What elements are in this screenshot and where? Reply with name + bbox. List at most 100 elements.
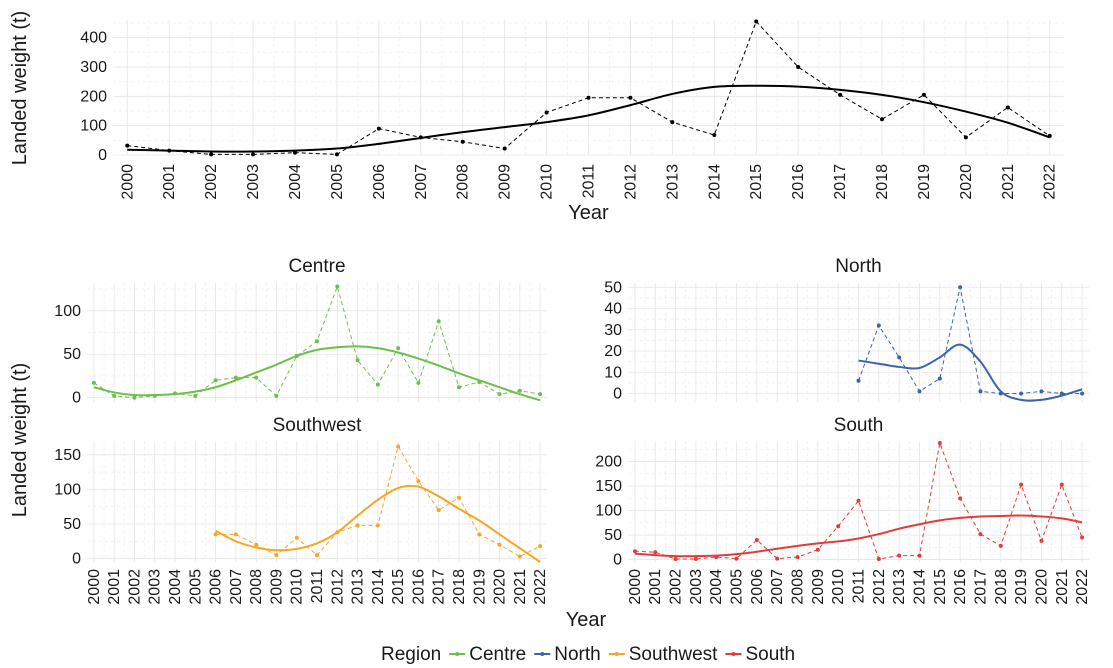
- x-tick-label: 2007: [413, 164, 430, 200]
- y-tick-label: 30: [604, 322, 622, 339]
- data-point: [274, 553, 279, 558]
- series-total-observed: [125, 19, 1052, 157]
- data-point: [91, 380, 96, 385]
- data-point: [497, 392, 502, 397]
- gridlines: [113, 20, 1064, 156]
- smoothed-line: [634, 514, 1083, 558]
- data-point: [856, 498, 861, 503]
- y-tick-label: 40: [604, 301, 622, 318]
- legend: Region Centre North Southwest South: [381, 644, 795, 665]
- data-point: [897, 553, 902, 558]
- data-point: [375, 382, 380, 387]
- legend-item-southwest: Southwest: [608, 644, 718, 665]
- data-point: [1005, 105, 1010, 110]
- chart-panel-1: 0 100 200 300 400 2000 2001 2002 2003 2004 2005 200…: [80, 19, 1064, 224]
- x-tick-label: 2003: [688, 569, 705, 605]
- y-tick-label: 100: [80, 118, 107, 135]
- data-point: [1039, 538, 1044, 543]
- x-tick-label: 2011: [309, 569, 326, 604]
- data-point: [1019, 391, 1024, 396]
- panel-title: North: [835, 256, 881, 277]
- chart-panel-5: 0 50 100 150 200 2000 2001 2002 2003 2004 2005 2006…: [566, 415, 1091, 631]
- data-point: [396, 346, 401, 351]
- data-point: [838, 92, 843, 97]
- x-axis-title: Year: [566, 609, 607, 631]
- data-point: [754, 19, 759, 24]
- y-tick-label: 10: [604, 364, 622, 381]
- x-tick-label: 2006: [749, 569, 766, 605]
- x-tick-label: 2000: [627, 569, 644, 605]
- x-tick-label: 2015: [748, 164, 765, 200]
- series-south-observed: [632, 440, 1085, 562]
- x-tick-label: 2007: [228, 569, 245, 605]
- legend-key-point: [731, 652, 736, 656]
- x-tick-label: 2004: [167, 569, 184, 605]
- legend-item-north: North: [534, 644, 601, 665]
- x-tick-label: 2009: [810, 569, 827, 605]
- data-point: [775, 556, 780, 561]
- data-point: [544, 110, 549, 115]
- gridlines: [628, 283, 1089, 402]
- legend-key-point: [614, 652, 619, 656]
- x-tick-label: 2018: [874, 164, 891, 200]
- y-tick-label: 20: [604, 343, 622, 360]
- data-point: [958, 496, 963, 501]
- chart-panel-3: 0 10 20 30 40 50 North: [604, 256, 1089, 403]
- x-tick-label: 2009: [268, 569, 285, 605]
- y-tick-label: 50: [604, 527, 622, 544]
- x-tick-label: 2022: [1074, 569, 1091, 605]
- data-point: [125, 143, 130, 148]
- y-tick-label: 100: [54, 303, 81, 320]
- data-point: [917, 389, 922, 394]
- x-tick-label: 2005: [729, 569, 746, 605]
- data-point: [628, 95, 633, 100]
- x-tick-label: 2017: [431, 569, 448, 605]
- y-tick-label: 50: [63, 516, 81, 533]
- data-point: [978, 532, 983, 537]
- gridlines: [87, 283, 547, 402]
- smoothed-line: [215, 484, 541, 563]
- gridlines: [628, 441, 1089, 562]
- data-point: [233, 532, 238, 537]
- data-point: [921, 92, 926, 97]
- data-point: [712, 133, 717, 138]
- x-tick-label: 2013: [664, 164, 681, 200]
- x-tick-label: 2010: [830, 569, 847, 605]
- x-tick-label: 2011: [581, 164, 598, 199]
- y-tick-label: 300: [80, 59, 107, 76]
- x-tick-label: 2021: [1000, 164, 1017, 200]
- data-point: [213, 378, 218, 383]
- x-tick-label: 2016: [790, 164, 807, 200]
- data-point: [251, 152, 256, 157]
- x-tick-label: 2002: [126, 569, 143, 605]
- x-tick-label: 2006: [208, 569, 225, 605]
- data-point: [193, 393, 198, 398]
- x-tick-label: 2003: [245, 164, 262, 200]
- legend-title: Region: [381, 644, 441, 665]
- data-point: [963, 135, 968, 140]
- y-tick-label: 400: [80, 30, 107, 47]
- data-point: [998, 543, 1003, 548]
- data-point: [294, 535, 299, 540]
- y-tick-label: 200: [80, 88, 107, 105]
- x-tick-label: 2013: [891, 569, 908, 605]
- data-point: [1039, 389, 1044, 394]
- data-point: [396, 444, 401, 449]
- data-point: [632, 549, 637, 554]
- x-tick-label: 2017: [972, 569, 989, 605]
- data-point: [502, 146, 507, 151]
- x-tick-label: 2020: [1033, 569, 1050, 605]
- data-point: [653, 550, 658, 555]
- x-tick-label: 2018: [451, 569, 468, 605]
- data-point: [416, 479, 421, 484]
- series-total-smoothed: [127, 84, 1051, 153]
- data-point: [254, 375, 259, 380]
- x-tick-label: 2006: [371, 164, 388, 200]
- y-tick-label: 50: [63, 346, 81, 363]
- data-point: [477, 532, 482, 537]
- x-tick-label: 2001: [106, 569, 123, 605]
- data-point: [815, 547, 820, 552]
- data-point: [233, 375, 238, 380]
- smoothed-line: [858, 343, 1083, 402]
- data-point: [460, 139, 465, 144]
